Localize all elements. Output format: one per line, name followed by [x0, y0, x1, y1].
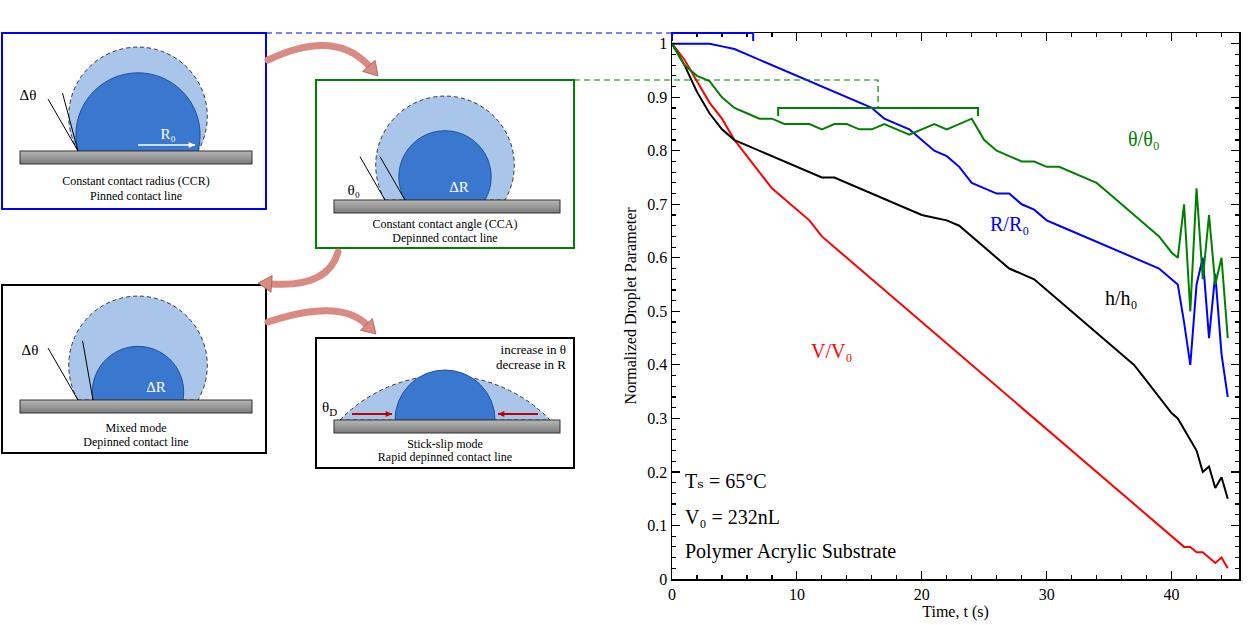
- svg-text:Constant contact angle (CCA): Constant contact angle (CCA): [373, 217, 518, 231]
- svg-text:Depinned contact line: Depinned contact line: [392, 231, 497, 245]
- svg-text:Δθ: Δθ: [20, 87, 37, 103]
- svg-text:0.3: 0.3: [647, 410, 667, 427]
- svg-text:Constant contact radius (CCR): Constant contact radius (CCR): [62, 174, 210, 188]
- svg-text:0.5: 0.5: [647, 303, 667, 320]
- svg-text:Stick-slip mode: Stick-slip mode: [407, 437, 483, 451]
- svg-text:0.4: 0.4: [647, 356, 667, 373]
- svg-text:Pinned contact line: Pinned contact line: [90, 189, 182, 203]
- svg-text:Normalized Droplet Parameter: Normalized Droplet Parameter: [622, 207, 640, 405]
- svg-text:h/h₀: h/h₀: [1105, 287, 1138, 309]
- svg-text:0.9: 0.9: [647, 89, 667, 106]
- svg-text:ΔR: ΔR: [449, 179, 469, 195]
- svg-text:1: 1: [659, 35, 667, 52]
- svg-text:V₀ = 232nL: V₀ = 232nL: [685, 506, 780, 528]
- svg-text:0.1: 0.1: [647, 517, 667, 534]
- svg-text:decrease in R: decrease in R: [496, 357, 566, 372]
- svg-text:θ₀: θ₀: [348, 182, 360, 198]
- svg-text:0.2: 0.2: [647, 464, 667, 481]
- svg-text:20: 20: [914, 586, 930, 603]
- svg-text:Tₛ = 65°C: Tₛ = 65°C: [685, 470, 767, 492]
- svg-text:0.8: 0.8: [647, 142, 667, 159]
- svg-text:30: 30: [1039, 586, 1055, 603]
- svg-text:10: 10: [789, 586, 805, 603]
- svg-text:Polymer Acrylic Substrate: Polymer Acrylic Substrate: [685, 540, 896, 563]
- svg-text:Mixed mode: Mixed mode: [106, 421, 167, 435]
- svg-text:R₀: R₀: [160, 126, 175, 142]
- svg-text:ΔR: ΔR: [146, 379, 166, 395]
- svg-text:R/R₀: R/R₀: [990, 213, 1029, 235]
- svg-text:θD: θD: [322, 399, 337, 418]
- svg-text:θ/θ₀: θ/θ₀: [1128, 128, 1160, 150]
- svg-text:Depinned contact line: Depinned contact line: [83, 435, 188, 449]
- svg-text:Δθ: Δθ: [22, 342, 39, 358]
- svg-text:0: 0: [668, 586, 676, 603]
- svg-text:0.6: 0.6: [647, 249, 667, 266]
- svg-text:increase in θ: increase in θ: [501, 342, 566, 357]
- svg-text:40: 40: [1164, 586, 1180, 603]
- svg-text:0.7: 0.7: [647, 196, 667, 213]
- svg-text:Time, t (s): Time, t (s): [922, 603, 989, 621]
- svg-text:0: 0: [659, 571, 667, 588]
- svg-text:V/V₀: V/V₀: [811, 340, 852, 362]
- svg-text:Rapid depinned contact line: Rapid depinned contact line: [378, 450, 512, 464]
